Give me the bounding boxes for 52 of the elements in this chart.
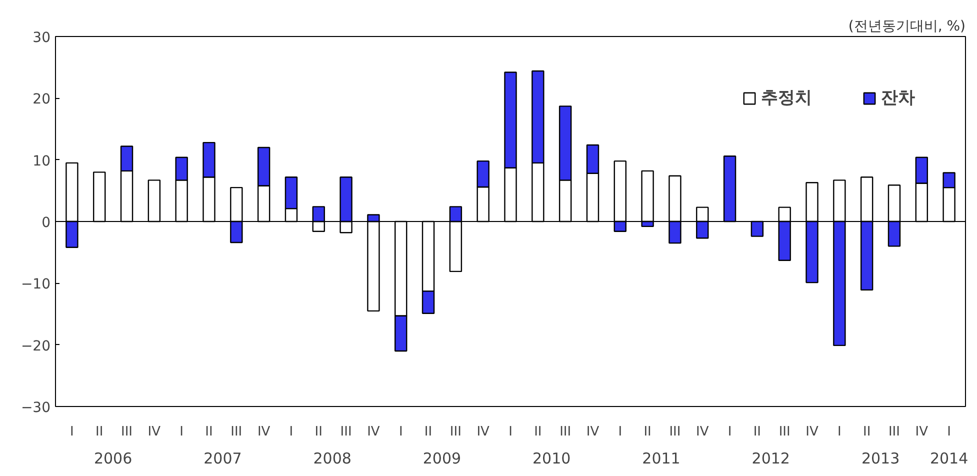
x-tick-label: III xyxy=(121,424,133,440)
x-tick-label: I xyxy=(289,424,294,440)
x-tick-label: III xyxy=(450,424,462,440)
x-tick-label: I xyxy=(180,424,184,440)
x-tick-label: IV xyxy=(586,424,600,440)
x-tick-label: IV xyxy=(806,424,818,440)
x-tick-label: III xyxy=(778,424,790,440)
x-tick-label: I xyxy=(947,424,951,440)
y-tick-label: 0 xyxy=(42,215,51,231)
x-tick-label: I xyxy=(618,424,622,440)
x-tick-label: I xyxy=(728,424,732,440)
x-tick-label: II xyxy=(862,424,871,440)
x-tick-label: IV xyxy=(367,424,380,440)
x-tick-label: I xyxy=(508,424,512,440)
x-tick-label: II xyxy=(424,424,432,440)
text: 2014 xyxy=(930,450,968,468)
y-tick-label: −20 xyxy=(20,338,50,354)
y-tick-label: 20 xyxy=(32,92,51,108)
legend-label: 잔차 xyxy=(881,87,915,109)
y-tick-label: 10 xyxy=(32,153,51,170)
y-tick-label: −30 xyxy=(20,400,50,416)
x-tick-label: IV xyxy=(476,424,490,440)
legend-label: 추정치 xyxy=(761,87,812,109)
x-tick-label: III xyxy=(560,424,572,440)
x-tick-label: I xyxy=(398,424,403,440)
x-tick-label: II xyxy=(644,424,652,440)
x-tick-label: II xyxy=(534,424,542,440)
x-tick-label: III xyxy=(340,424,352,440)
text: 2013 xyxy=(861,450,900,468)
x-tick-label: III xyxy=(669,424,681,440)
text: 2007 xyxy=(204,450,242,468)
x-tick-label: II xyxy=(753,424,762,440)
text: 2008 xyxy=(313,450,352,468)
x-tick-label: II xyxy=(314,424,322,440)
x-tick-label: IV xyxy=(915,424,928,440)
text: 2011 xyxy=(642,450,680,468)
x-tick-label: IV xyxy=(257,424,270,440)
text: 2012 xyxy=(752,450,790,468)
x-tick-label: I xyxy=(838,424,842,440)
x-tick-label: IV xyxy=(148,424,161,440)
y-axis-title: (전년동기대비, %) xyxy=(848,18,966,34)
y-tick-label: −10 xyxy=(20,276,50,293)
x-tick-label: II xyxy=(96,424,104,440)
text: 2010 xyxy=(532,450,571,468)
text: 2006 xyxy=(94,450,132,468)
y-tick-label: 30 xyxy=(32,30,51,46)
x-tick-label: IV xyxy=(696,424,709,440)
x-tick-label: III xyxy=(230,424,242,440)
text: 2009 xyxy=(422,450,462,468)
x-tick-label: I xyxy=(70,424,74,440)
x-tick-label: II xyxy=(205,424,213,440)
x-tick-label: III xyxy=(888,424,900,440)
